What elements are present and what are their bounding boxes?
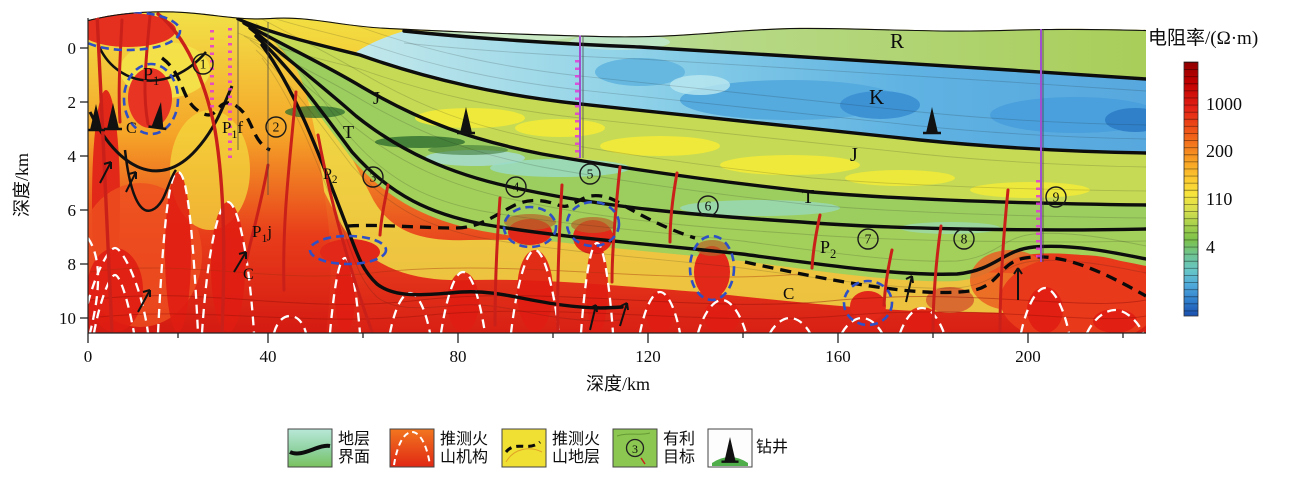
legend: 地层 界面 推测火 山机构 推测火 山地层 3 有利 目标	[287, 428, 788, 468]
band-J	[238, 19, 1146, 212]
y-tick-8: 8	[68, 255, 77, 274]
colorbar-tick-4: 4	[1206, 237, 1215, 257]
x-tick-0: 0	[84, 347, 93, 366]
y-axis-label: 深度/km	[12, 153, 32, 217]
svg-text:2: 2	[273, 120, 280, 135]
colorbar-gradient	[1183, 61, 1199, 317]
x-tick-160: 160	[825, 347, 851, 366]
interface-swatch-icon	[289, 443, 331, 456]
strata-label-p2-left: P2	[323, 166, 338, 186]
distance-axis: 0 40 80 120 160 200 深度/km	[84, 332, 1146, 394]
strata-label-k: K	[869, 85, 884, 109]
target-marker-2: 2	[265, 116, 287, 138]
legend-label: 目标	[663, 448, 695, 466]
svg-text:3: 3	[370, 170, 377, 185]
legend-label: 地层	[338, 430, 370, 448]
target-marker-6: 6	[697, 195, 719, 217]
volcanic-edifice-swatch-icon	[393, 430, 431, 466]
target-marker-7: 7	[857, 228, 879, 250]
legend-label: 推测火	[552, 430, 600, 448]
svg-text:5: 5	[587, 167, 594, 182]
svg-text:8: 8	[961, 232, 968, 247]
y-tick-10: 10	[59, 309, 76, 328]
legend-label: 推测火	[440, 430, 488, 448]
target-marker-1: 1	[192, 53, 214, 75]
legend-item-favorable-target: 3 有利 目标	[612, 428, 695, 468]
svg-text:7: 7	[865, 232, 872, 247]
target-marker-5: 5	[579, 163, 601, 185]
strata-label-r: R	[890, 29, 904, 53]
svg-text:9: 9	[1053, 190, 1060, 205]
strata-label-t-left: T	[343, 122, 354, 142]
x-axis-label: 深度/km	[586, 374, 650, 394]
y-tick-2: 2	[68, 93, 77, 112]
volcanic-strata-swatch-icon	[504, 440, 541, 454]
colorbar-tick-110: 110	[1206, 189, 1232, 209]
target-marker-3: 3	[362, 166, 384, 188]
target-marker-9: 9	[1045, 186, 1067, 208]
x-tick-200: 200	[1015, 347, 1041, 366]
y-tick-0: 0	[68, 39, 77, 58]
strata-label-p1j: P1j	[252, 222, 272, 245]
strata-label-j-left: J	[373, 88, 380, 108]
colorbar: 电阻率/(Ω·m) 1000 200 110 4	[1148, 27, 1258, 317]
legend-item-interface: 地层 界面	[287, 428, 370, 468]
target-circle-icon	[625, 438, 645, 458]
legend-label: 有利	[663, 430, 695, 448]
depth-axis: 0 2 4 6 8 10 深度/km	[12, 18, 89, 333]
strata-labels: R K J T P2 C J T P2 P1 P1f P1j C C	[126, 29, 904, 303]
strata-label-p2-right: P2	[820, 237, 836, 261]
movement-arrows	[99, 161, 1023, 331]
target-marker-8: 8	[953, 228, 975, 250]
legend-target-number: 3	[632, 442, 638, 456]
colorbar-tick-200: 200	[1206, 141, 1233, 161]
strata-label-t-right: T	[802, 186, 814, 208]
strata-label-c-left: C	[243, 266, 254, 283]
legend-item-well: 钻井	[707, 428, 788, 468]
legend-item-volcanic-strata: 推测火 山地层	[501, 428, 600, 468]
y-tick-6: 6	[68, 201, 77, 220]
colorbar-tick-1000: 1000	[1206, 94, 1242, 114]
colorbar-title: 电阻率/(Ω·m)	[1148, 27, 1258, 49]
strata-label-p1f: P1f	[222, 118, 243, 141]
x-tick-80: 80	[450, 347, 467, 366]
strata-label-j-right: J	[850, 144, 858, 166]
resistivity-section	[88, 11, 1146, 334]
x-tick-40: 40	[260, 347, 277, 366]
svg-text:4: 4	[513, 180, 520, 195]
strata-label-c-edge: C	[126, 120, 137, 137]
volcanic-edifice-outlines	[88, 170, 1145, 334]
contour-texture	[89, 11, 1146, 322]
legend-label: 钻井	[756, 438, 788, 456]
band-T	[244, 23, 1146, 237]
strata-label-c-right: C	[783, 284, 794, 303]
legend-label: 山机构	[440, 448, 488, 466]
legend-item-volcanic-edifice: 推测火 山机构	[389, 428, 488, 468]
strata-label-p1: P1	[143, 64, 159, 88]
legend-label: 山地层	[552, 448, 600, 466]
legend-label: 界面	[338, 448, 370, 466]
well-logs	[210, 20, 1044, 262]
x-tick-120: 120	[635, 347, 661, 366]
y-tick-4: 4	[68, 147, 77, 166]
svg-text:6: 6	[705, 199, 712, 214]
target-markers: 1 2 3 4 5 6 7 8 9	[192, 53, 1067, 250]
svg-text:1: 1	[200, 57, 207, 72]
target-marker-4: 4	[505, 176, 527, 198]
band-P2	[250, 28, 1146, 282]
